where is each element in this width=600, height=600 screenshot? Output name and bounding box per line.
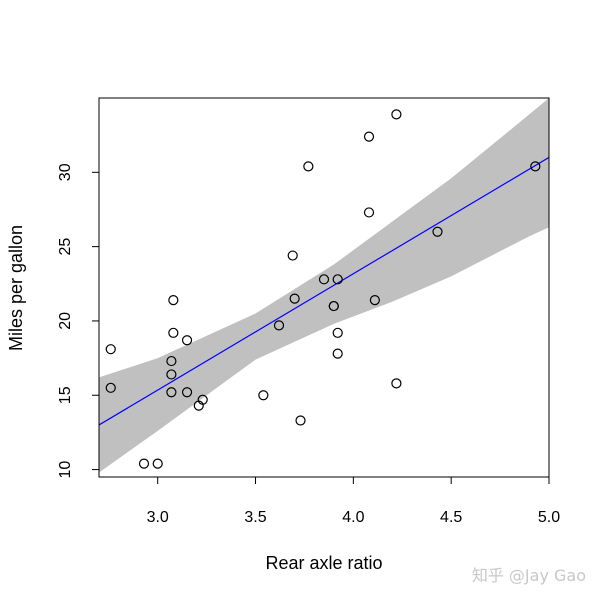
data-point bbox=[363, 207, 375, 218]
data-point bbox=[303, 161, 314, 172]
y-axis-label: Miles per gallon bbox=[6, 225, 26, 351]
x-tick-label: 3.5 bbox=[244, 509, 266, 526]
data-point bbox=[287, 250, 298, 261]
data-point bbox=[391, 109, 402, 120]
regression-line bbox=[99, 156, 549, 426]
data-point bbox=[181, 335, 193, 346]
data-point bbox=[363, 131, 375, 142]
watermark: 知乎 @Jay Gao bbox=[471, 566, 586, 585]
data-point bbox=[166, 369, 177, 380]
data-point bbox=[273, 320, 285, 331]
data-point bbox=[168, 327, 179, 338]
y-tick-label: 20 bbox=[57, 312, 74, 330]
data-point bbox=[391, 378, 402, 389]
x-tick-label: 5.0 bbox=[538, 509, 560, 526]
y-axis: 10 15 20 25 30 bbox=[57, 163, 100, 479]
data-point bbox=[295, 415, 306, 426]
y-tick-label: 25 bbox=[57, 238, 74, 256]
data-point bbox=[332, 348, 343, 359]
y-tick-label: 10 bbox=[57, 461, 74, 479]
data-point bbox=[258, 390, 269, 401]
data-point bbox=[332, 327, 343, 338]
data-point bbox=[197, 394, 208, 405]
data-point bbox=[332, 274, 343, 285]
data-point bbox=[328, 300, 339, 312]
data-point bbox=[168, 295, 179, 306]
data-point bbox=[530, 161, 541, 172]
data-point bbox=[369, 295, 380, 306]
x-axis: 3.0 3.5 4.0 4.5 5.0 bbox=[147, 476, 560, 526]
x-tick-label: 3.0 bbox=[147, 509, 169, 526]
x-tick-label: 4.5 bbox=[440, 509, 462, 526]
data-point bbox=[318, 274, 330, 285]
data-point bbox=[152, 458, 163, 469]
data-point bbox=[166, 387, 177, 398]
data-point bbox=[105, 382, 116, 393]
data-points bbox=[105, 109, 541, 469]
x-tick-label: 4.0 bbox=[342, 509, 364, 526]
x-axis-label: Rear axle ratio bbox=[265, 553, 382, 573]
data-point bbox=[105, 344, 116, 355]
data-point bbox=[289, 293, 300, 304]
confidence-band bbox=[99, 98, 549, 473]
y-tick-label: 15 bbox=[57, 386, 74, 404]
data-point bbox=[138, 458, 150, 469]
data-point bbox=[166, 355, 177, 367]
data-point bbox=[432, 226, 443, 237]
data-point bbox=[181, 387, 193, 398]
y-tick-label: 30 bbox=[57, 163, 74, 181]
